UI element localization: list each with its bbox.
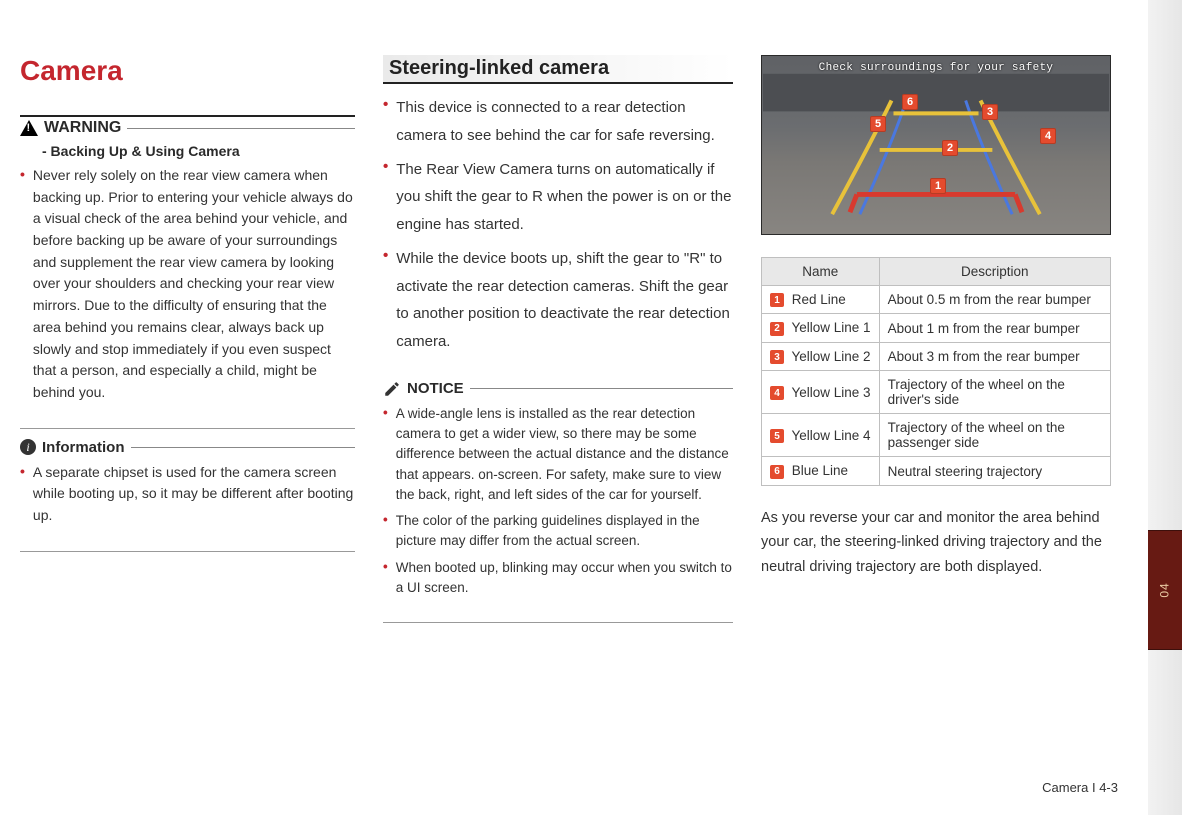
warning-list: Never rely solely on the rear view camer… [20, 165, 355, 410]
guideline-marker: 2 [942, 140, 958, 156]
notice-item: The color of the parking guidelines disp… [383, 511, 733, 552]
table-row: 4 Yellow Line 3Trajectory of the wheel o… [762, 371, 1111, 414]
steering-item: The Rear View Camera turns on automatica… [383, 156, 733, 239]
steering-item-text: This device is connected to a rear detec… [396, 94, 733, 150]
table-body: 1 Red LineAbout 0.5 m from the rear bump… [762, 286, 1111, 486]
column-2: Steering-linked camera This device is co… [383, 55, 733, 795]
table-cell-name: 6 Blue Line [762, 457, 880, 485]
page: Camera WARNING - Backing Up & Using Came… [0, 0, 1182, 815]
table-cell-name: 5 Yellow Line 4 [762, 414, 880, 457]
table-head-name: Name [762, 258, 880, 286]
table-row: 2 Yellow Line 1About 1 m from the rear b… [762, 314, 1111, 342]
warning-rule [127, 128, 355, 129]
table-cell-desc: About 3 m from the rear bumper [879, 342, 1110, 370]
camera-preview: Check surroundings for your safety [761, 55, 1111, 235]
number-badge: 1 [770, 293, 784, 307]
table-cell-desc: About 1 m from the rear bumper [879, 314, 1110, 342]
guideline-marker: 6 [902, 94, 918, 110]
table-cell-desc: About 0.5 m from the rear bumper [879, 286, 1110, 314]
steering-list: This device is connected to a rear detec… [383, 94, 733, 362]
number-badge: 2 [770, 322, 784, 336]
column-3: Check surroundings for your safety [761, 55, 1111, 795]
page-footer: Camera I 4-3 [1042, 780, 1118, 795]
notice-item-text: A wide-angle lens is installed as the re… [396, 404, 733, 505]
notice-rule [470, 388, 733, 389]
warning-header: WARNING [20, 119, 355, 137]
guideline-marker: 1 [930, 178, 946, 194]
information-label: Information [42, 439, 125, 456]
camera-guidelines-svg [762, 56, 1110, 234]
steering-item-text: The Rear View Camera turns on automatica… [396, 156, 733, 239]
warning-label: WARNING [44, 119, 121, 137]
chapter-tab: 04 [1148, 530, 1182, 650]
steering-item: While the device boots up, shift the gea… [383, 245, 733, 356]
table-cell-desc: Neutral steering trajectory [879, 457, 1110, 485]
steering-heading: Steering-linked camera [383, 55, 733, 84]
steering-item-text: While the device boots up, shift the gea… [396, 245, 733, 356]
section-divider [383, 622, 733, 623]
table-row: 6 Blue LineNeutral steering trajectory [762, 457, 1111, 485]
notice-item-text: When booted up, blinking may occur when … [396, 558, 733, 599]
table-cell-desc: Trajectory of the wheel on the passenger… [879, 414, 1110, 457]
warning-triangle-icon [20, 120, 38, 136]
notice-item: A wide-angle lens is installed as the re… [383, 404, 733, 505]
notice-item: When booted up, blinking may occur when … [383, 558, 733, 599]
content-area: Camera WARNING - Backing Up & Using Came… [0, 0, 1148, 815]
table-cell-name: 4 Yellow Line 3 [762, 371, 880, 414]
guideline-table: Name Description 1 Red LineAbout 0.5 m f… [761, 257, 1111, 486]
notice-label: NOTICE [407, 380, 464, 397]
information-header: i Information [20, 439, 355, 456]
warning-item: Never rely solely on the rear view camer… [20, 165, 355, 404]
section-divider [20, 551, 355, 552]
notice-list: A wide-angle lens is installed as the re… [383, 404, 733, 604]
table-cell-name: 1 Red Line [762, 286, 880, 314]
guideline-marker: 3 [982, 104, 998, 120]
table-cell-desc: Trajectory of the wheel on the driver's … [879, 371, 1110, 414]
page-title: Camera [20, 55, 355, 87]
info-icon: i [20, 439, 36, 455]
chapter-number: 04 [1158, 582, 1172, 597]
section-divider [20, 428, 355, 429]
information-list: A separate chipset is used for the camer… [20, 462, 355, 533]
number-badge: 6 [770, 465, 784, 479]
table-row: 5 Yellow Line 4Trajectory of the wheel o… [762, 414, 1111, 457]
table-head-row: Name Description [762, 258, 1111, 286]
steering-item: This device is connected to a rear detec… [383, 94, 733, 150]
warning-item-text: Never rely solely on the rear view camer… [33, 165, 355, 404]
table-row: 3 Yellow Line 2About 3 m from the rear b… [762, 342, 1111, 370]
guideline-marker: 4 [1040, 128, 1056, 144]
table-head-desc: Description [879, 258, 1110, 286]
warning-subtitle: - Backing Up & Using Camera [42, 143, 355, 159]
closing-paragraph: As you reverse your car and monitor the … [761, 506, 1111, 580]
information-rule [131, 447, 356, 448]
table-cell-name: 2 Yellow Line 1 [762, 314, 880, 342]
information-item: A separate chipset is used for the camer… [20, 462, 355, 527]
title-rule [20, 115, 355, 117]
information-item-text: A separate chipset is used for the camer… [33, 462, 355, 527]
table-cell-name: 3 Yellow Line 2 [762, 342, 880, 370]
notice-item-text: The color of the parking guidelines disp… [396, 511, 733, 552]
number-badge: 4 [770, 386, 784, 400]
number-badge: 3 [770, 350, 784, 364]
column-1: Camera WARNING - Backing Up & Using Came… [20, 55, 355, 795]
side-tab-strip: 04 [1148, 0, 1182, 815]
notice-header: NOTICE [383, 380, 733, 398]
table-row: 1 Red LineAbout 0.5 m from the rear bump… [762, 286, 1111, 314]
guideline-marker: 5 [870, 116, 886, 132]
number-badge: 5 [770, 429, 784, 443]
pencil-icon [383, 380, 401, 398]
